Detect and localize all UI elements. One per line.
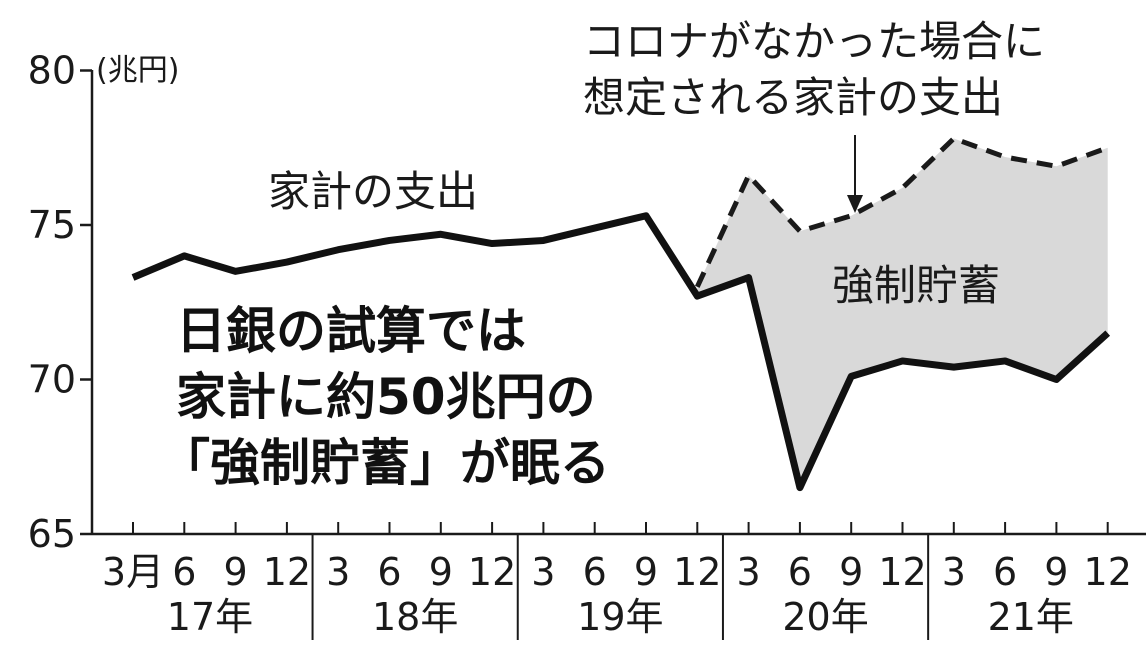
counterfactual-spending-line xyxy=(695,135,1109,288)
x-year-label: 21年 xyxy=(988,595,1074,639)
x-tick-label: 6 xyxy=(377,550,401,594)
x-tick-label: 3月 xyxy=(102,550,164,594)
x-tick-label: 12 xyxy=(1084,550,1132,594)
actual-spending-label: 家計の支出 xyxy=(268,167,478,216)
x-year-label: 19年 xyxy=(577,595,663,639)
axes xyxy=(80,69,1146,640)
y-tick-labels: 80 75 70 65 xyxy=(28,49,76,557)
x-tick-label: 3 xyxy=(326,550,350,594)
counterfactual-label-line1: コロナがなかった場合に xyxy=(583,17,1045,66)
x-tick-label: 12 xyxy=(878,550,926,594)
series-lines xyxy=(131,135,1111,492)
forced-savings-label: 強制貯蓄 xyxy=(832,261,1000,310)
x-tick-label: 12 xyxy=(468,550,516,594)
y-tick-label: 65 xyxy=(28,512,76,556)
headline-line1: 日銀の試算では xyxy=(176,302,526,360)
x-tick-label: 3 xyxy=(531,550,555,594)
x-tick-label: 3 xyxy=(942,550,966,594)
x-year-label: 18年 xyxy=(372,595,458,639)
x-tick-label: 9 xyxy=(429,550,453,594)
forced-savings-fill xyxy=(697,138,1108,488)
x-year-label: 17年 xyxy=(167,595,253,639)
y-tick-label: 70 xyxy=(28,358,76,402)
x-tick-label: 6 xyxy=(788,550,812,594)
x-tick-label: 12 xyxy=(673,550,721,594)
x-tick-label: 6 xyxy=(172,550,196,594)
pointer-arrow xyxy=(847,135,863,213)
x-tick-label: 6 xyxy=(583,550,607,594)
actual-spending-line xyxy=(131,212,1111,492)
counterfactual-label-line2: 想定される家計の支出 xyxy=(583,73,1003,122)
headline-line2: 家計に約50兆円の xyxy=(176,368,596,426)
y-tick-label: 80 xyxy=(28,49,76,93)
x-tick-label: 12 xyxy=(263,550,311,594)
x-tick-label: 9 xyxy=(634,550,658,594)
x-tick-label: 3 xyxy=(737,550,761,594)
headline-line3: 「強制貯蓄」が眠る xyxy=(160,434,610,492)
x-year-label: 20年 xyxy=(782,595,868,639)
x-tick-label: 6 xyxy=(993,550,1017,594)
x-tick-label: 9 xyxy=(1044,550,1068,594)
y-tick-label: 75 xyxy=(28,203,76,247)
x-tick-label: 9 xyxy=(224,550,248,594)
x-tick-label: 9 xyxy=(839,550,863,594)
forced-savings-area xyxy=(697,138,1108,488)
y-unit-label: (兆円) xyxy=(96,53,179,88)
